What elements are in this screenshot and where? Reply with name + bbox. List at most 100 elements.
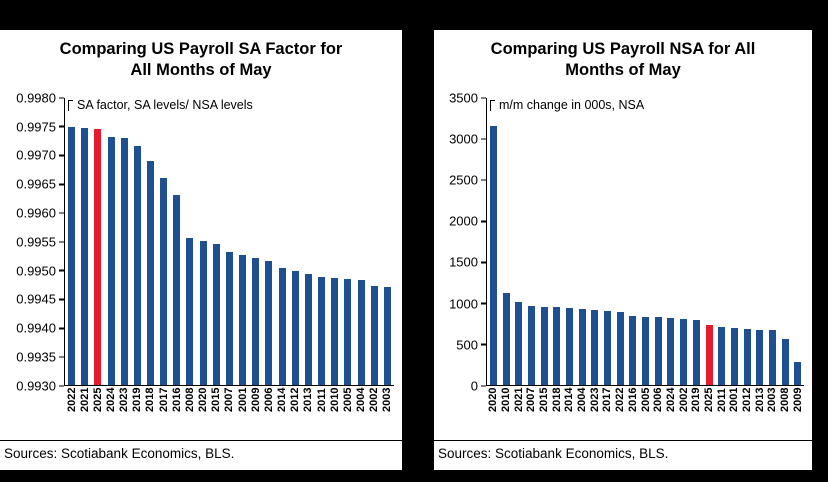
y-tick-label: 0.9940 [16, 320, 56, 336]
x-label-slot: 2002 [368, 388, 381, 440]
bar-2008 [781, 338, 789, 385]
bar-2022 [616, 311, 624, 385]
y-tick: 0 [471, 378, 486, 393]
x-label-slot: 2020 [487, 388, 500, 440]
x-label-2010: 2010 [499, 387, 512, 413]
bar-slot [91, 98, 104, 385]
x-label-slot: 2003 [766, 388, 779, 440]
bar-2021 [81, 127, 89, 385]
x-label-2005: 2005 [341, 387, 354, 413]
y-tick-mark [481, 385, 486, 387]
bar-slot [563, 98, 576, 385]
axis-cap-icon [490, 99, 495, 111]
frame-top-bar [0, 0, 828, 30]
x-label-slot: 2001 [236, 388, 249, 440]
bar-2024 [667, 318, 675, 385]
y-tick: 0.9930 [16, 378, 64, 393]
bar-2011 [718, 327, 726, 385]
bar-2022 [68, 126, 76, 385]
x-label-slot: 2011 [315, 388, 328, 440]
y-tick-label: 3000 [449, 131, 478, 147]
y-tick-label: 2500 [449, 172, 478, 188]
chart-title-line2: Months of May [565, 61, 681, 80]
y-tick: 0.9980 [16, 90, 64, 105]
x-label-2023: 2023 [118, 387, 131, 413]
bar-slot [157, 98, 170, 385]
x-label-2006: 2006 [652, 387, 665, 413]
x-label-2014: 2014 [563, 387, 576, 413]
x-label-slot: 2021 [78, 388, 91, 440]
panel-divider [402, 30, 434, 470]
y-tick: 0.9965 [16, 177, 64, 192]
x-label-slot: 2022 [614, 388, 627, 440]
y-tick-label: 0.9945 [16, 291, 56, 307]
bar-slot [170, 98, 183, 385]
chart-title-line1: Comparing US Payroll NSA for All [490, 40, 756, 58]
y-tick-mark [481, 302, 486, 305]
bar-2011 [318, 276, 326, 385]
x-label-2025: 2025 [91, 387, 104, 413]
bar-slot [118, 98, 131, 385]
bar-slot [614, 98, 627, 385]
bar-2014 [565, 308, 573, 385]
y-tick-label: 1000 [449, 296, 478, 312]
bar-slot [601, 98, 614, 385]
x-label-slot: 2009 [249, 388, 262, 440]
bar-slot [328, 98, 341, 385]
y-tick-label: 0.9930 [16, 378, 56, 394]
x-label-2025: 2025 [702, 387, 715, 413]
x-labels: 2020 2010 2021 2007 2015 2018 2014 2004 2023 2017… [486, 388, 804, 440]
x-label-slot: 2019 [131, 388, 144, 440]
chart-title-line2: All Months of May [130, 61, 272, 80]
axis-annotation-label: m/m change in 000s, NSA [499, 97, 645, 112]
x-label-2016: 2016 [170, 387, 183, 413]
bar-slot [500, 98, 513, 385]
bar-slot [65, 98, 78, 385]
x-label-slot: 2010 [328, 388, 341, 440]
bar-slot [690, 98, 703, 385]
chart-title-line1: Comparing US Payroll SA Factor for [59, 40, 343, 58]
bar-slot [728, 98, 741, 385]
x-label-slot: 2013 [753, 388, 766, 440]
y-tick-mark [59, 154, 64, 157]
chart-body: 3500 3000 2500 2000 1500 1000 500 0 m/m change … [440, 90, 804, 440]
bar-2023 [120, 138, 128, 385]
x-label-2017: 2017 [601, 387, 614, 413]
bar-slot [341, 98, 354, 385]
x-label-slot: 2002 [677, 388, 690, 440]
x-label-slot: 2021 [512, 388, 525, 440]
x-label-slot: 2014 [563, 388, 576, 440]
frame-right-bar [812, 30, 828, 470]
x-label-2022: 2022 [614, 387, 627, 413]
x-label-2013: 2013 [753, 387, 766, 413]
x-label-slot: 2016 [170, 388, 183, 440]
bar-slot [779, 98, 792, 385]
x-label-slot: 2017 [157, 388, 170, 440]
y-tick-label: 2000 [449, 213, 478, 229]
x-label-slot: 2003 [381, 388, 394, 440]
x-label-2011: 2011 [715, 387, 728, 412]
chart-title: Comparing US Payroll SA Factor for All M… [6, 39, 396, 82]
bar-2023 [591, 309, 599, 385]
bar-2008 [186, 237, 194, 385]
bar-slot [289, 98, 302, 385]
y-tick: 0.9945 [16, 292, 64, 307]
y-tick-label: 0.9935 [16, 349, 56, 365]
x-label-2024: 2024 [664, 387, 677, 413]
x-label-2021: 2021 [512, 387, 525, 413]
bar-slot [276, 98, 289, 385]
bar-slot [639, 98, 652, 385]
y-tick-mark [59, 327, 64, 330]
sources-note: Sources: Scotiabank Economics, BLS. [434, 440, 812, 470]
x-label-slot: 2015 [538, 388, 551, 440]
x-label-2009: 2009 [249, 387, 262, 413]
bar-slot [525, 98, 538, 385]
y-tick-mark [481, 138, 486, 140]
plot-column: SA factor, SA levels/ NSA levels 2022 202… [64, 97, 394, 440]
x-label-2023: 2023 [588, 387, 601, 413]
bar-2004 [357, 279, 365, 385]
x-label-2018: 2018 [550, 387, 563, 413]
x-label-2015: 2015 [538, 387, 551, 413]
x-label-slot: 2015 [210, 388, 223, 440]
y-tick-mark [481, 179, 486, 181]
